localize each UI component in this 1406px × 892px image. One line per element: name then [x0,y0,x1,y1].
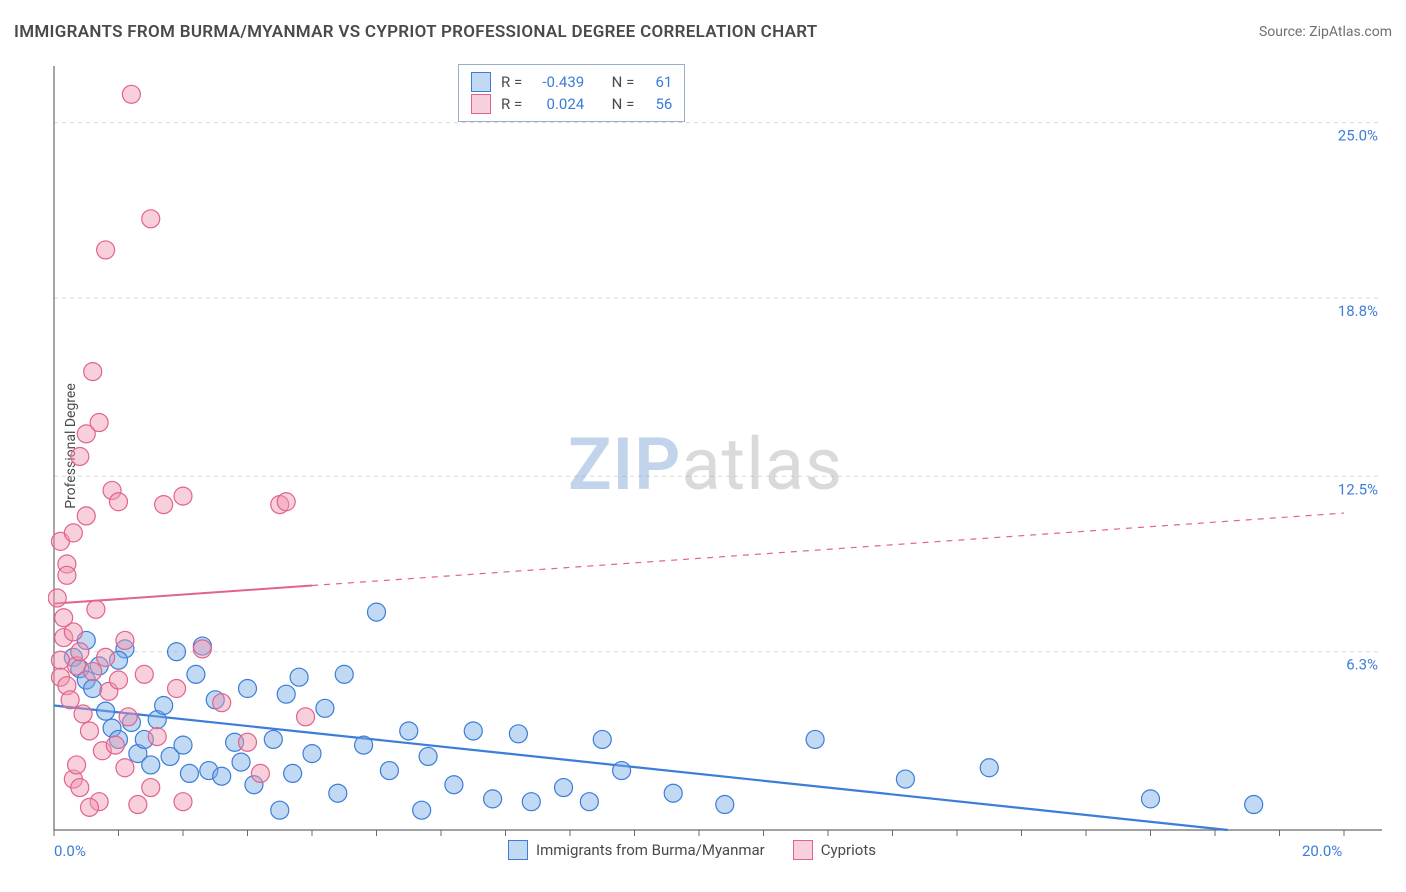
x-axis-tick-label: 20.0% [1302,842,1342,860]
series-legend-item: Cypriots [793,840,876,860]
svg-text:6.3%: 6.3% [1346,656,1378,674]
n-value: 56 [644,93,672,115]
svg-text:12.5%: 12.5% [1338,480,1378,498]
r-value: -0.439 [532,71,584,93]
series-name: Immigrants from Burma/Myanmar [536,841,765,859]
chart-svg: 6.3% 12.5% 18.8% 25.0% [48,62,1382,862]
correlation-legend: R = -0.439 N = 61 R = 0.024 N = 56 [458,64,685,122]
legend-swatch [793,840,813,860]
chart-header: IMMIGRANTS FROM BURMA/MYANMAR VS CYPRIOT… [14,22,1392,42]
plot-area: 6.3%12.5%18.8%25.0% ZIPatlas R =-0.439 N… [48,62,1382,862]
x-axis-tick-label: 0.0% [54,842,86,860]
series-name: Cypriots [821,841,876,859]
r-label: R = [501,71,522,93]
r-value: 0.024 [532,93,584,115]
series-legend: Immigrants from Burma/Myanmar Cypriots [508,840,876,860]
legend-swatch [471,72,491,92]
svg-text:25.0%: 25.0% [1338,127,1378,145]
legend-stat-row: R = 0.024 N = 56 [471,93,672,115]
legend-stat-row: R = -0.439 N = 61 [471,71,672,93]
n-label: N = [612,71,635,93]
legend-swatch [508,840,528,860]
svg-text:18.8%: 18.8% [1338,302,1378,320]
series-legend-item: Immigrants from Burma/Myanmar [508,840,765,860]
chart-source: Source: ZipAtlas.com [1259,24,1392,40]
n-value: 61 [644,71,672,93]
legend-swatch [471,94,491,114]
n-label: N = [612,93,635,115]
chart-title: IMMIGRANTS FROM BURMA/MYANMAR VS CYPRIOT… [14,22,818,42]
r-label: R = [501,93,522,115]
